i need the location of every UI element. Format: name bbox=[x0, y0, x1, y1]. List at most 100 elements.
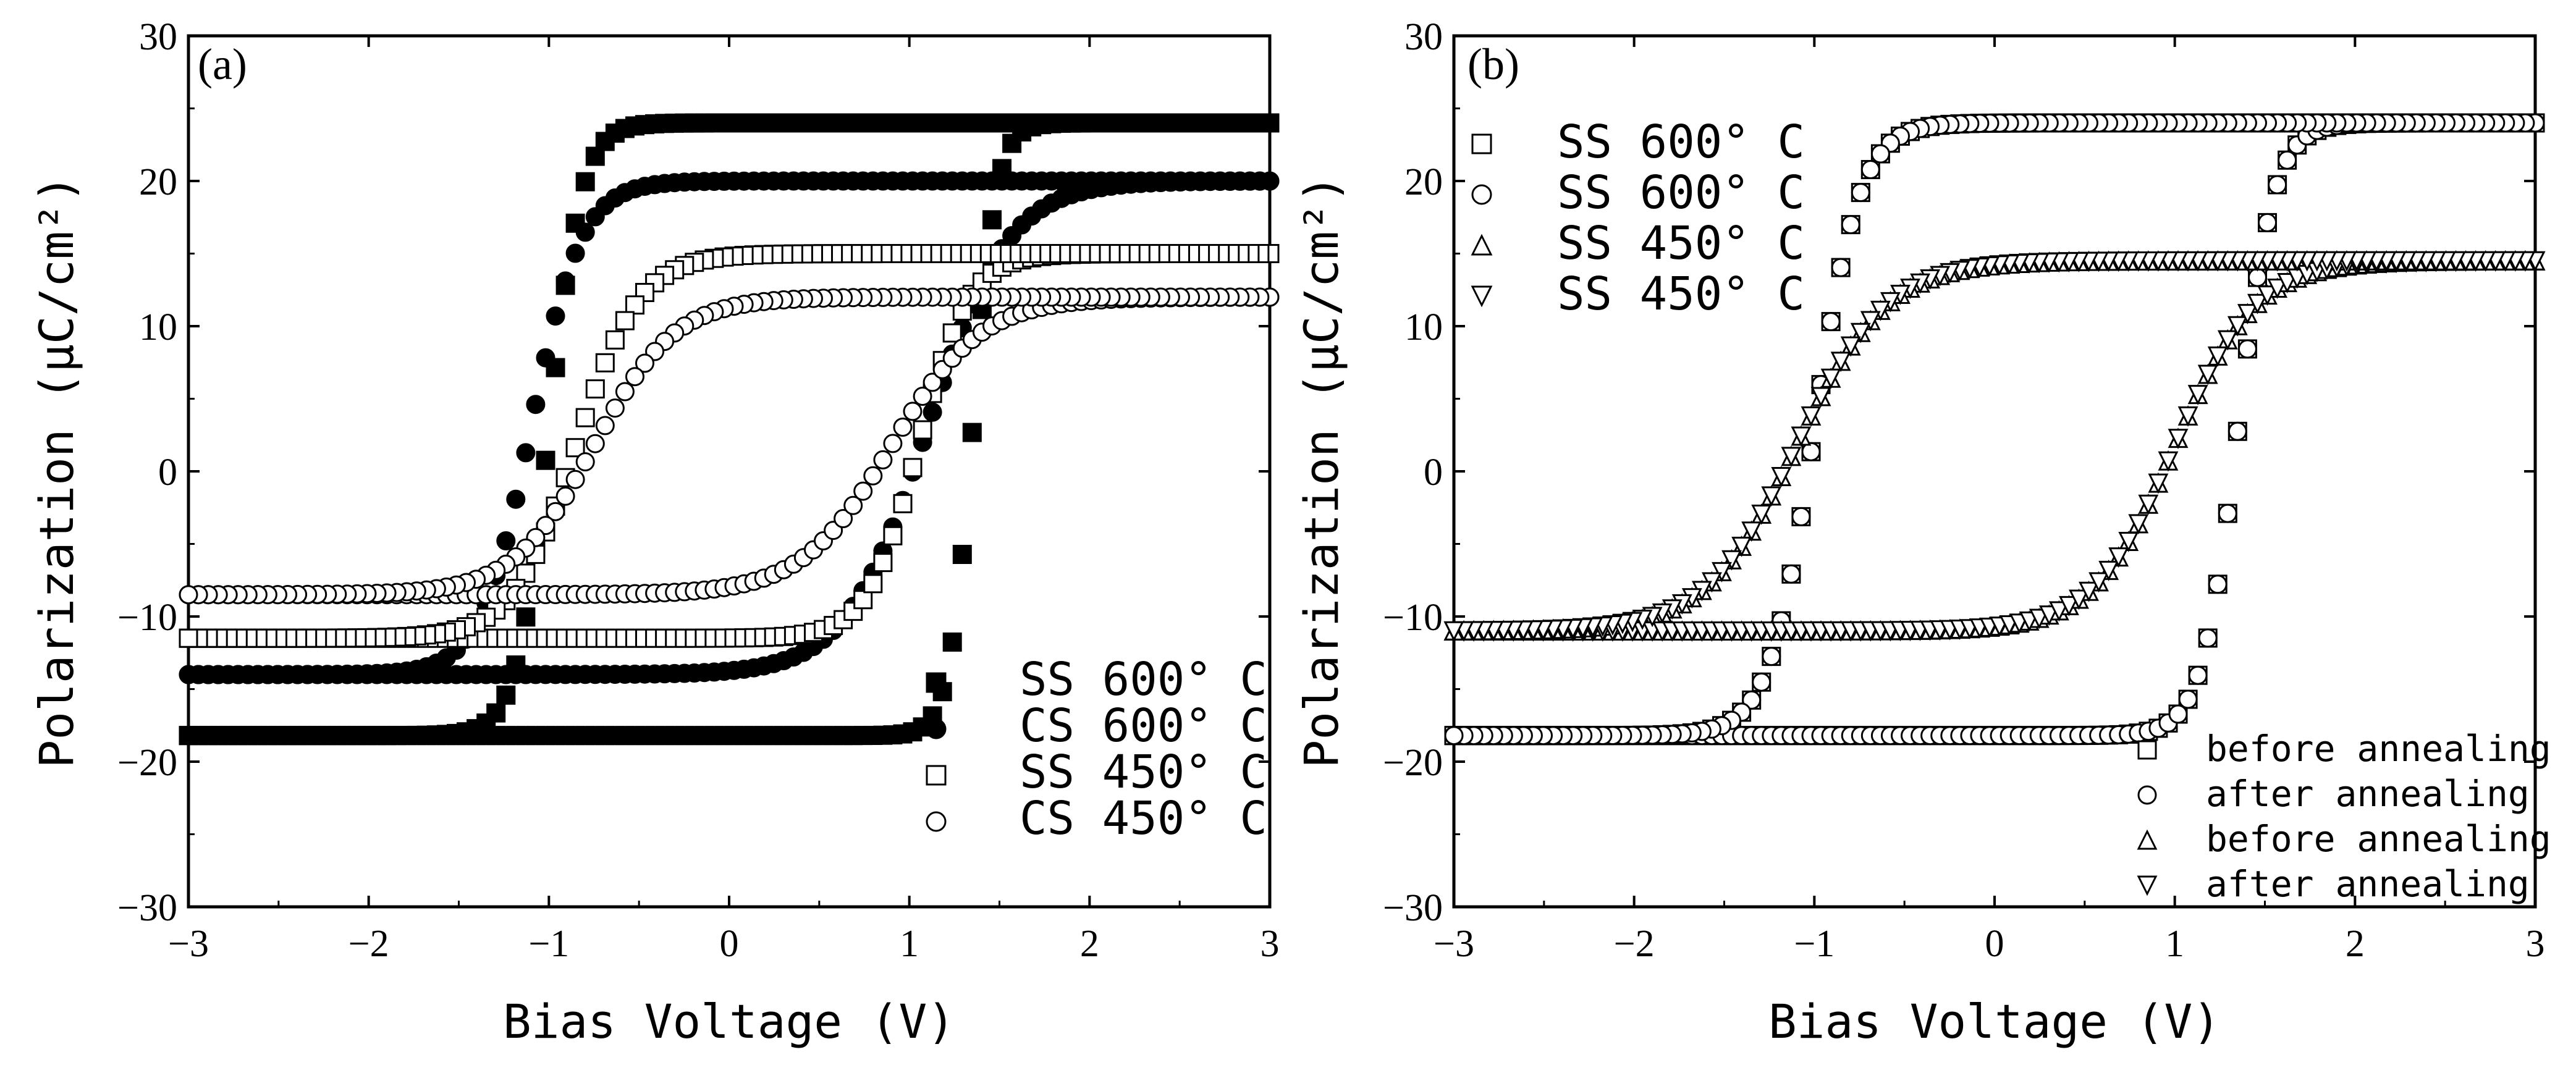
panel-a-x-axis-title: Bias Voltage (V) bbox=[503, 994, 955, 1049]
data-point bbox=[923, 402, 942, 422]
data-point bbox=[1830, 351, 1851, 372]
legend-label-4: CS 450° C bbox=[1020, 792, 1267, 845]
panel-a-y-axis-title: Polarization (μC/cm²) bbox=[29, 175, 84, 768]
data-point bbox=[516, 607, 536, 627]
legend-bottom-label-4: after annealing bbox=[2206, 863, 2530, 905]
data-point bbox=[942, 323, 962, 343]
data-point bbox=[1831, 258, 1851, 277]
y-tick-label: −30 bbox=[1383, 887, 1443, 929]
data-point bbox=[883, 526, 903, 545]
legend-top-label-3: SS 450° C bbox=[1557, 217, 1805, 270]
data-point bbox=[1851, 183, 1870, 203]
legend-label-3: SS 450° C bbox=[1020, 746, 1267, 799]
data-point bbox=[853, 590, 873, 610]
legend-label-2: CS 600° C bbox=[1020, 699, 1267, 752]
data-point bbox=[575, 222, 595, 242]
data-point bbox=[2038, 605, 2059, 626]
data-point bbox=[2178, 689, 2198, 709]
x-tick-label: 3 bbox=[2526, 923, 2545, 965]
data-point bbox=[2267, 279, 2287, 299]
legend-marker-1 bbox=[926, 672, 947, 693]
data-point bbox=[2268, 175, 2287, 195]
data-point bbox=[2237, 304, 2258, 325]
data-point bbox=[1752, 672, 1772, 692]
data-point bbox=[1820, 368, 1841, 389]
panel-a-data-points bbox=[179, 113, 1280, 746]
data-point bbox=[635, 353, 654, 373]
data-point bbox=[2148, 473, 2169, 494]
data-point bbox=[2088, 572, 2109, 593]
data-point bbox=[585, 207, 605, 227]
data-point bbox=[1801, 442, 1821, 461]
data-point bbox=[516, 443, 536, 463]
data-point bbox=[1821, 312, 1841, 332]
data-point bbox=[2048, 601, 2069, 622]
series-ss-450-c-after-annealing bbox=[1443, 251, 2546, 642]
y-tick-label: −20 bbox=[117, 742, 177, 784]
data-point bbox=[496, 685, 516, 705]
data-point bbox=[565, 469, 585, 489]
data-point bbox=[2228, 421, 2247, 441]
data-point bbox=[2158, 451, 2179, 472]
data-point bbox=[1742, 690, 1762, 710]
x-tick-label: 0 bbox=[1985, 923, 2004, 965]
y-tick-label: 0 bbox=[1424, 452, 1443, 494]
data-point bbox=[2217, 330, 2238, 351]
data-point bbox=[2218, 503, 2237, 523]
y-tick-label: 30 bbox=[139, 16, 177, 58]
data-point bbox=[179, 585, 198, 605]
legend-top-marker-1 bbox=[1471, 133, 1492, 154]
data-point bbox=[536, 348, 555, 368]
data-point bbox=[1731, 536, 1752, 557]
data-point bbox=[1870, 144, 1890, 164]
data-point bbox=[1741, 521, 1762, 542]
data-point bbox=[595, 416, 615, 436]
data-point bbox=[605, 330, 625, 350]
x-tick-label: 3 bbox=[1261, 923, 1280, 965]
data-point bbox=[496, 531, 516, 550]
data-point bbox=[863, 574, 883, 594]
data-point bbox=[923, 372, 942, 392]
series-cs-450-c bbox=[179, 287, 1280, 605]
legend-top-marker-3 bbox=[1471, 234, 1493, 256]
x-tick-label: 2 bbox=[1080, 923, 1099, 965]
data-point bbox=[2108, 547, 2129, 568]
legend-label-1: SS 600° C bbox=[1020, 653, 1267, 706]
data-point bbox=[2177, 406, 2198, 427]
x-tick-label: −1 bbox=[528, 923, 569, 965]
y-tick-label: 10 bbox=[139, 306, 177, 348]
data-point bbox=[536, 516, 555, 536]
panel-b-label: (b) bbox=[1467, 40, 1519, 89]
panel-b-data-points bbox=[1443, 113, 2546, 746]
data-point bbox=[585, 379, 605, 399]
data-point bbox=[625, 367, 644, 387]
data-point bbox=[179, 665, 198, 684]
legend-bottom-marker-4 bbox=[2137, 875, 2158, 896]
series-ss-600-c bbox=[179, 113, 1280, 746]
legend-bottom-marker-1 bbox=[2137, 740, 2157, 760]
data-point bbox=[893, 418, 913, 437]
data-point bbox=[1781, 564, 1801, 584]
legend-top-marker-4 bbox=[1471, 285, 1493, 308]
data-point bbox=[1444, 726, 1464, 746]
data-point bbox=[526, 395, 546, 414]
data-point bbox=[1712, 562, 1732, 583]
data-point bbox=[546, 502, 565, 521]
data-point bbox=[506, 489, 526, 509]
x-tick-label: −3 bbox=[168, 923, 209, 965]
data-point bbox=[942, 632, 962, 652]
data-point bbox=[873, 450, 893, 469]
data-point bbox=[2277, 272, 2298, 293]
data-point bbox=[585, 146, 605, 166]
data-point bbox=[1791, 426, 1812, 447]
x-tick-label: 1 bbox=[900, 923, 919, 965]
data-point bbox=[2188, 665, 2208, 685]
data-point bbox=[2168, 704, 2188, 724]
data-point bbox=[1810, 387, 1831, 408]
legend-top-label-1: SS 600° C bbox=[1557, 116, 1805, 169]
